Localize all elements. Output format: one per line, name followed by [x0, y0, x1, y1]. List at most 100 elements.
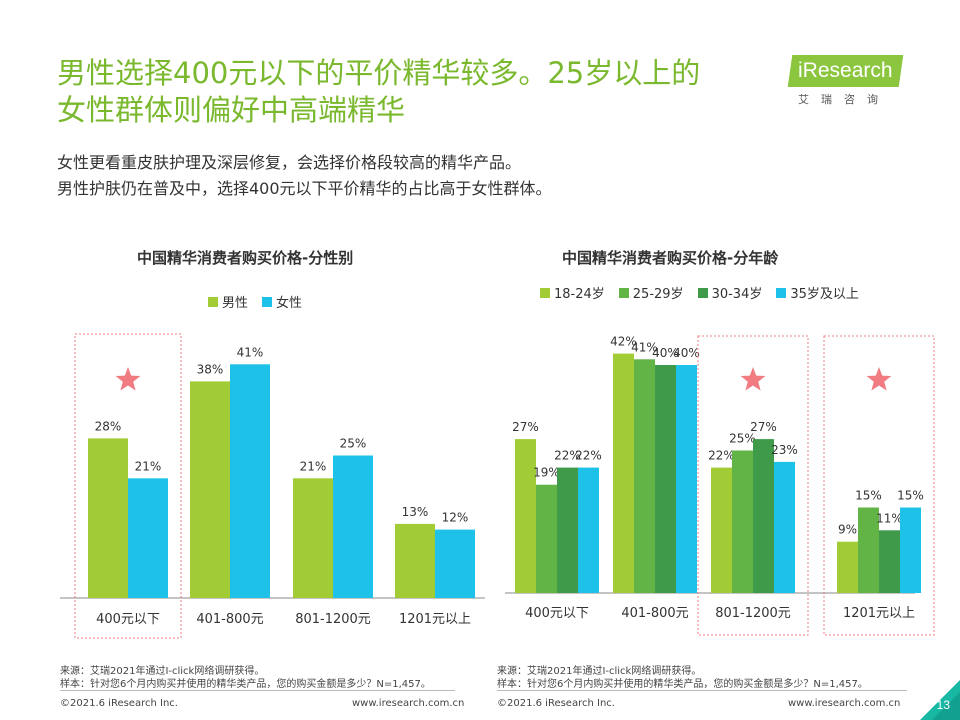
data-label: 41%	[631, 340, 658, 354]
bar	[732, 450, 753, 593]
highlight-box	[74, 333, 182, 639]
bar	[88, 438, 128, 598]
legend-item: 男性	[208, 292, 248, 311]
bar	[435, 529, 475, 598]
legend-label: 女性	[276, 296, 303, 311]
legend-swatch	[697, 287, 708, 298]
title-line-1: 男性选择400元以下的平价精华较多。25岁以上的	[57, 56, 701, 90]
bar	[613, 353, 634, 593]
description-line-2: 男性护肤仍在普及中，选择400元以下平价精华的占比高于女性群体。	[57, 179, 552, 198]
bar	[230, 364, 270, 598]
bar	[190, 381, 230, 598]
bar	[900, 507, 921, 593]
chart-title-gender: 中国精华消费者购买价格-分性别	[137, 249, 354, 267]
legend-item: 25-29岁	[618, 283, 684, 302]
page-title: 男性选择400元以下的平价精华较多。25岁以上的 女性群体则偏好中高端精华	[57, 55, 757, 129]
legend-label: 25-29岁	[632, 287, 684, 302]
data-label: 19%	[533, 466, 560, 480]
title-line-2: 女性群体则偏好中高端精华	[57, 93, 406, 127]
data-label: 23%	[771, 443, 798, 457]
data-label: 21%	[300, 459, 327, 473]
legend-swatch	[262, 296, 273, 307]
bar	[711, 467, 732, 593]
footer-divider-left	[60, 690, 455, 691]
category-label: 1201元以上	[399, 612, 471, 627]
data-label: 9%	[838, 523, 857, 537]
data-label: 13%	[402, 505, 429, 519]
legend-age: 18-24岁 25-29岁 30-34岁 35岁及以上	[540, 283, 859, 302]
data-label: 25%	[340, 437, 367, 451]
legend-label: 30-34岁	[711, 287, 763, 302]
footnote-left: 来源：艾瑞2021年通过I-click网络调研获得。 样本：针对您6个月内购买并…	[60, 665, 431, 691]
data-label: 22%	[575, 449, 602, 463]
legend-item: 18-24岁	[540, 283, 605, 302]
category-label: 400元以下	[525, 606, 589, 621]
website-left: www.iresearch.com.cn	[352, 698, 465, 709]
bar	[879, 530, 900, 593]
data-label: 11%	[876, 511, 903, 525]
description: 女性更看重皮肤护理及深层修复，会选择价格段较高的精华产品。 男性护肤仍在普及中，…	[57, 150, 552, 202]
legend-swatch	[618, 287, 629, 298]
highlight-box	[823, 335, 935, 636]
data-label: 25%	[729, 432, 756, 446]
legend-item: 35岁及以上	[776, 283, 859, 302]
legend-label: 男性	[222, 296, 249, 311]
star-icon	[115, 367, 141, 391]
bar	[333, 455, 373, 598]
bar	[515, 439, 536, 593]
bar	[128, 478, 168, 598]
category-label: 401-800元	[621, 606, 688, 621]
data-label: 15%	[897, 489, 924, 503]
data-label: 40%	[673, 346, 700, 360]
highlight-box	[697, 335, 809, 636]
data-label: 41%	[237, 345, 264, 359]
sample-note-right: 样本：针对您6个月内购买并使用的精华类产品，您的购买金额是多少？N=1,457。	[497, 679, 868, 690]
category-label: 801-1200元	[715, 606, 791, 621]
bar	[837, 541, 858, 593]
logo-main: iResearch	[787, 55, 903, 87]
logo-subtitle: 艾瑞咨询	[798, 93, 890, 106]
legend-item: 女性	[262, 292, 302, 311]
legend-item: 30-34岁	[697, 283, 763, 302]
legend-swatch	[776, 287, 787, 298]
bar	[858, 507, 879, 593]
bar	[634, 359, 655, 593]
description-line-1: 女性更看重皮肤护理及深层修复，会选择价格段较高的精华产品。	[57, 153, 522, 172]
bar	[655, 365, 676, 593]
category-label: 1201元以上	[843, 606, 915, 621]
corner-decoration	[920, 680, 960, 720]
legend-swatch	[208, 296, 218, 307]
bar	[676, 365, 697, 593]
footer-divider-right	[497, 690, 907, 691]
legend-swatch	[540, 287, 550, 298]
data-label: 22%	[554, 449, 581, 463]
copyright-left: ©2021.6 iResearch Inc.	[60, 698, 178, 709]
bar	[557, 467, 578, 593]
legend-label: 35岁及以上	[790, 287, 859, 302]
star-icon	[866, 367, 892, 391]
data-label: 27%	[750, 420, 777, 434]
data-label: 40%	[652, 346, 679, 360]
bar	[578, 467, 599, 593]
category-label: 401-800元	[196, 612, 263, 627]
category-label: 801-1200元	[295, 612, 371, 627]
iresearch-logo: iResearch 艾瑞咨询	[787, 55, 920, 115]
data-label: 22%	[708, 449, 735, 463]
chart-age: 27%19%22%22%400元以下42%41%40%40%401-800元22…	[505, 335, 935, 636]
chart-gender: 28% 21% 400元以下 38% 41% 401-800元 21% 25% 801-1200…	[60, 333, 485, 639]
website-right: www.iresearch.com.cn	[788, 698, 901, 709]
bar	[774, 461, 795, 593]
data-label: 38%	[197, 362, 224, 376]
source-note-left: 来源：艾瑞2021年通过I-click网络调研获得。	[60, 666, 265, 677]
category-label: 400元以下	[96, 612, 160, 627]
copyright-right: ©2021.6 iResearch Inc.	[497, 698, 615, 709]
bar	[536, 484, 557, 593]
chart-title-age: 中国精华消费者购买价格-分年龄	[562, 249, 779, 267]
legend-gender: 男性 女性	[208, 292, 302, 311]
data-label: 12%	[442, 511, 469, 525]
star-icon	[740, 367, 766, 391]
bar	[293, 478, 333, 598]
data-label: 15%	[855, 489, 882, 503]
data-label: 42%	[610, 335, 637, 349]
data-label: 27%	[512, 420, 539, 434]
